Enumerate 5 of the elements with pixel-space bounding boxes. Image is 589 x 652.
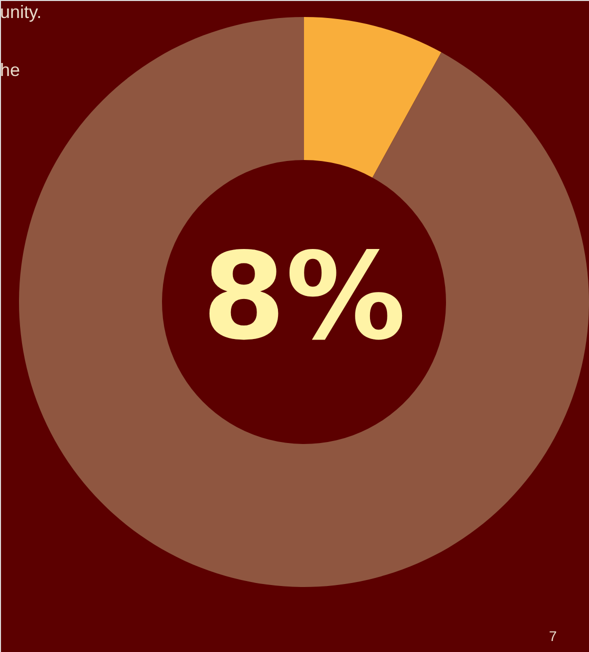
donut-slice — [304, 17, 442, 178]
text: 7 — [549, 628, 557, 644]
data-label: 8% — [202, 228, 406, 367]
text: unity. — [0, 2, 42, 22]
text: he — [0, 60, 20, 80]
